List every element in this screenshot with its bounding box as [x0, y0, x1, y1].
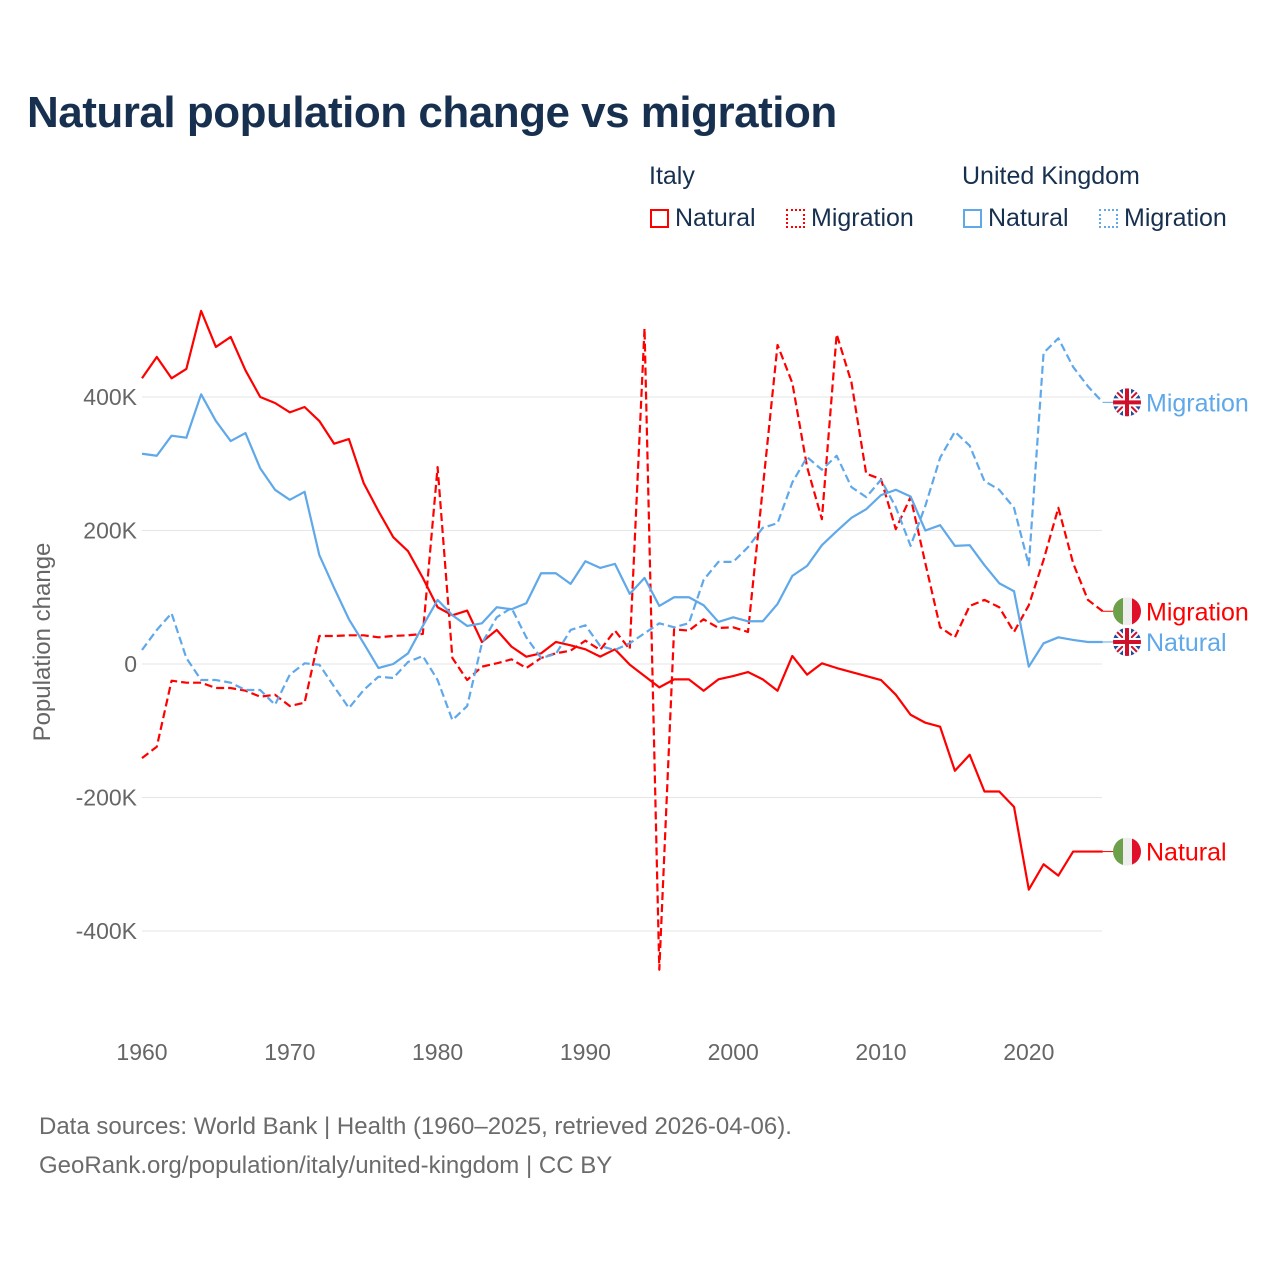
series-line-italy-natural [141, 309, 1103, 891]
legend-item-uk-migration[interactable]: Migration [1099, 204, 1227, 233]
y-axis-ticks: -400K -200K 0 200K 400K [76, 384, 138, 944]
uk-flag-icon [1113, 627, 1141, 656]
x-tick-label: 2020 [1003, 1039, 1054, 1065]
legend-swatch-solid-icon [963, 209, 982, 228]
x-tick-label: 1980 [412, 1039, 463, 1065]
series-lines [141, 309, 1104, 971]
chart-title: Natural population change vs migration [27, 88, 837, 137]
data-source-text: Data sources: World Bank | Health (1960–… [39, 1113, 792, 1140]
legend-label: Migration [811, 204, 914, 232]
legend-group-italy: Italy [649, 162, 695, 190]
x-tick-label: 1960 [116, 1039, 167, 1065]
legend-label: Natural [675, 204, 756, 232]
x-tick-label: 1990 [560, 1039, 611, 1065]
legend-item-uk-natural[interactable]: Natural [963, 204, 1069, 233]
uk-flag-icon [1113, 388, 1141, 417]
x-axis-ticks: 1960 1970 1980 1990 2000 2010 2020 [116, 1039, 1054, 1065]
legend-item-italy-migration[interactable]: Migration [786, 204, 914, 233]
legend-swatch-dotted-icon [1099, 209, 1118, 228]
y-tick-label: 0 [124, 651, 137, 677]
end-labels: Natural Migration Natural Migration [1102, 388, 1249, 867]
legend-label: Migration [1124, 204, 1227, 232]
y-tick-label: 200K [83, 518, 137, 544]
footer: Data sources: World Bank | Health (1960–… [39, 1107, 792, 1185]
y-tick-label: -200K [76, 785, 138, 811]
end-label: Migration [1146, 389, 1249, 417]
legend-group-uk: United Kingdom [962, 162, 1140, 190]
y-axis-label: Population change [29, 543, 56, 742]
legend-swatch-solid-icon [650, 209, 669, 228]
attribution-text: GeoRank.org/population/italy/united-king… [39, 1152, 613, 1179]
y-tick-label: 400K [83, 384, 137, 410]
gridlines [142, 396, 1102, 932]
italy-flag-icon [1113, 837, 1141, 866]
end-label: Natural [1146, 629, 1227, 657]
y-tick-label: -400K [76, 918, 138, 944]
end-label: Natural [1146, 839, 1227, 867]
legend-item-italy-natural[interactable]: Natural [650, 204, 756, 233]
series-line-united-kingdom-migration [141, 337, 1104, 722]
series-line-united-kingdom-natural [141, 393, 1103, 670]
series-line-italy-migration [141, 327, 1104, 971]
x-tick-label: 2000 [708, 1039, 759, 1065]
x-tick-label: 2010 [855, 1039, 906, 1065]
italy-flag-icon [1113, 597, 1141, 626]
legend-label: Natural [988, 204, 1069, 232]
end-label: Migration [1146, 598, 1249, 626]
legend-swatch-dotted-icon [786, 209, 805, 228]
x-tick-label: 1970 [264, 1039, 315, 1065]
